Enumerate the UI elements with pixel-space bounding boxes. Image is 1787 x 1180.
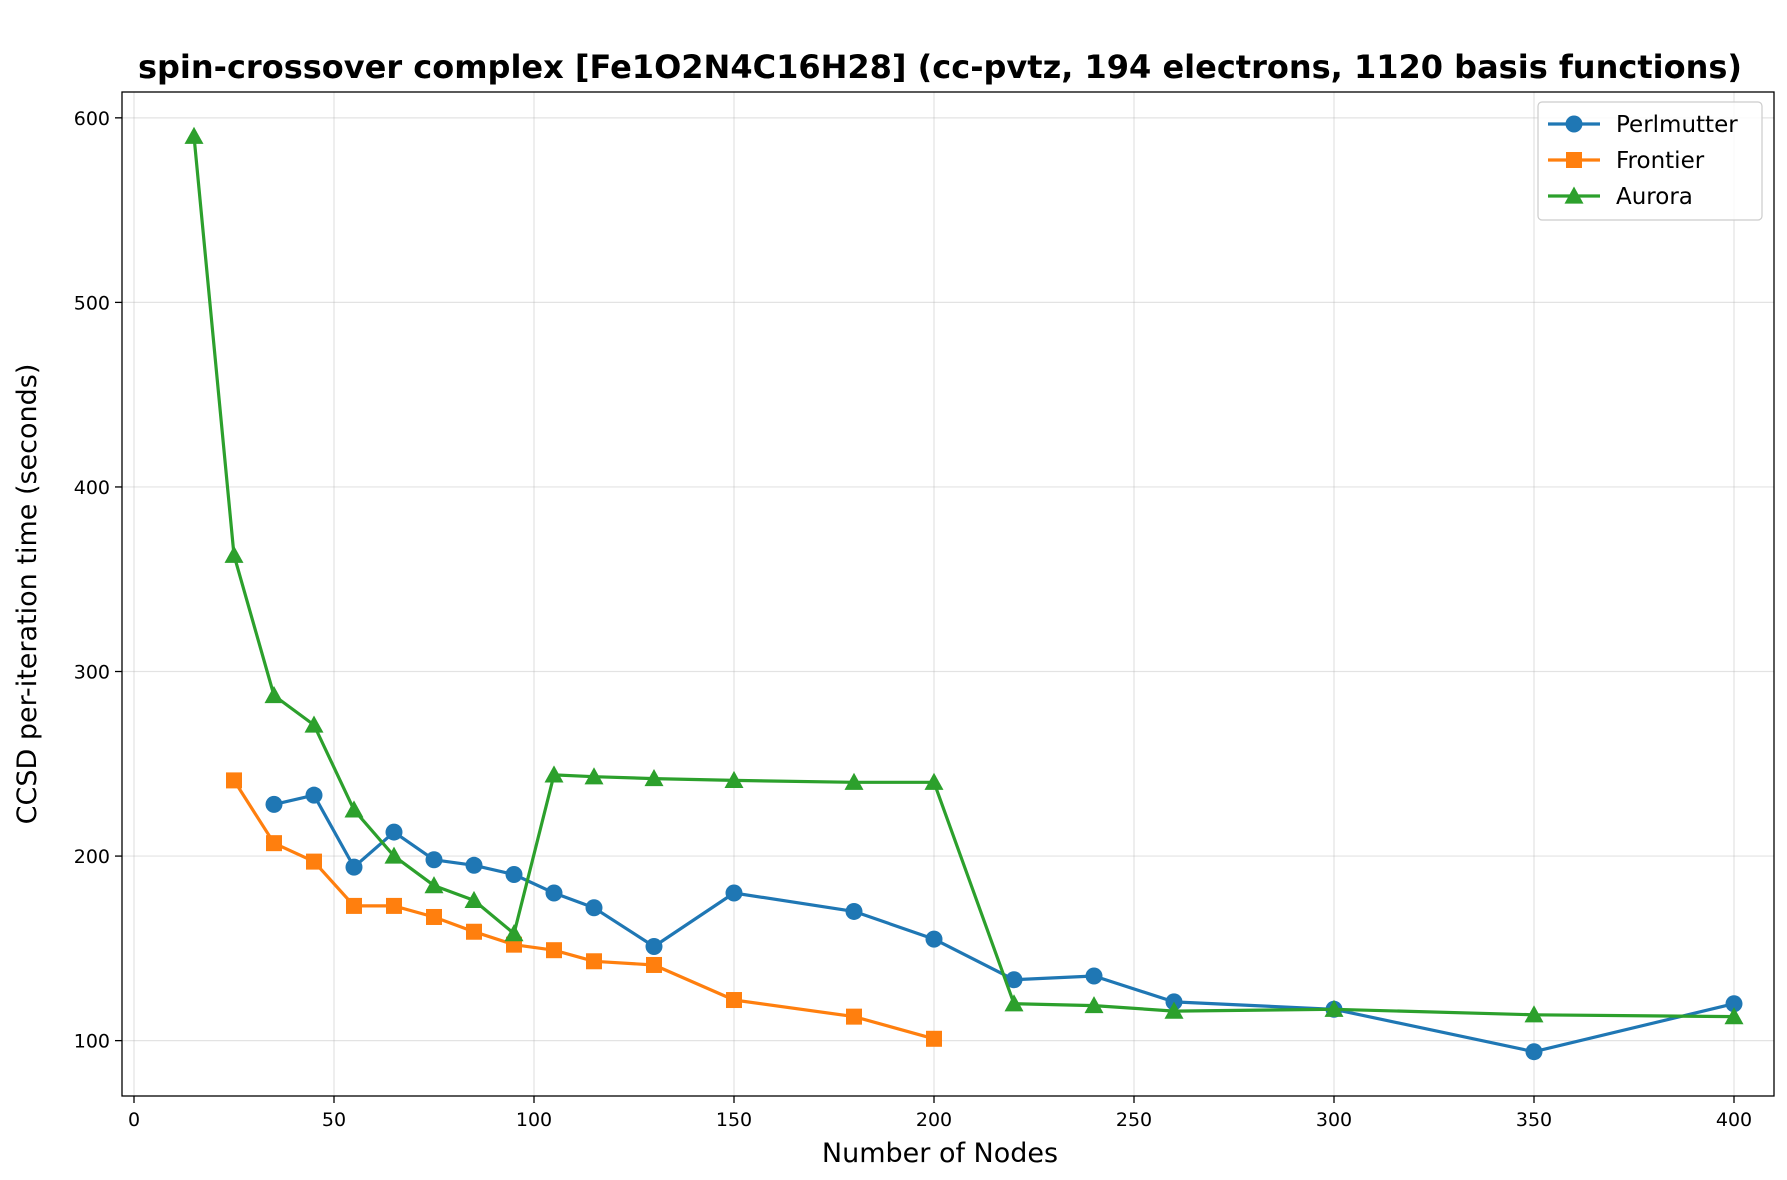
data-point-aurora bbox=[1524, 1005, 1544, 1023]
data-point-perlmutter bbox=[725, 884, 743, 902]
data-point-perlmutter bbox=[305, 786, 323, 804]
data-point-frontier bbox=[266, 835, 282, 852]
data-point-frontier bbox=[846, 1008, 862, 1025]
data-point-frontier bbox=[226, 772, 242, 789]
series-line-aurora bbox=[192, 136, 1735, 1019]
x-tick-label: 200 bbox=[916, 1109, 952, 1131]
data-point-perlmutter bbox=[465, 856, 483, 874]
legend-item-perlmutter: Perlmutter bbox=[1548, 112, 1738, 138]
data-point-perlmutter bbox=[845, 902, 863, 920]
data-point-perlmutter bbox=[265, 795, 283, 813]
series-aurora bbox=[184, 126, 1744, 1025]
legend-label: Perlmutter bbox=[1616, 112, 1738, 138]
x-tick-label: 150 bbox=[716, 1109, 752, 1131]
data-point-perlmutter bbox=[425, 851, 443, 869]
legend-marker-aurora bbox=[1564, 186, 1584, 204]
legend-marker-frontier bbox=[1566, 152, 1582, 168]
data-point-perlmutter bbox=[1725, 995, 1743, 1013]
data-point-aurora bbox=[924, 772, 944, 790]
data-point-aurora bbox=[584, 767, 604, 785]
data-point-aurora bbox=[344, 800, 364, 818]
legend-item-frontier: Frontier bbox=[1548, 148, 1705, 174]
data-point-frontier bbox=[646, 956, 662, 973]
data-point-aurora bbox=[844, 772, 864, 790]
data-point-perlmutter bbox=[385, 823, 403, 841]
data-point-aurora bbox=[724, 770, 744, 789]
data-point-aurora bbox=[1164, 1001, 1184, 1019]
x-tick-label: 350 bbox=[1516, 1109, 1552, 1131]
legend-item-aurora: Aurora bbox=[1548, 184, 1693, 210]
data-point-perlmutter bbox=[645, 938, 663, 956]
data-point-aurora bbox=[184, 126, 204, 144]
data-point-frontier bbox=[466, 923, 482, 940]
data-point-perlmutter bbox=[505, 866, 523, 884]
data-point-aurora bbox=[504, 924, 524, 942]
legend-marker-perlmutter bbox=[1565, 115, 1583, 133]
series-perlmutter bbox=[265, 786, 1743, 1061]
data-point-frontier bbox=[386, 897, 402, 914]
y-tick-label: 500 bbox=[74, 292, 110, 314]
data-point-perlmutter bbox=[345, 858, 363, 876]
plot-frame bbox=[121, 91, 1775, 1097]
data-point-aurora bbox=[224, 545, 244, 563]
chart-title: spin-crossover complex [Fe1O2N4C16H28] (… bbox=[138, 48, 1742, 86]
data-point-frontier bbox=[726, 992, 742, 1009]
data-point-perlmutter bbox=[1005, 971, 1023, 989]
data-point-perlmutter bbox=[1085, 967, 1103, 985]
legend-box bbox=[1537, 101, 1763, 221]
x-tick-label: 250 bbox=[1116, 1109, 1152, 1131]
series-frontier bbox=[226, 772, 942, 1047]
data-point-aurora bbox=[1324, 999, 1344, 1017]
legend-label: Frontier bbox=[1616, 148, 1705, 174]
data-point-frontier bbox=[586, 953, 602, 970]
data-point-perlmutter bbox=[545, 884, 563, 902]
y-axis: 100 200 300 400 500 600 bbox=[74, 108, 122, 1053]
data-point-frontier bbox=[926, 1030, 942, 1047]
legend: Perlmutter Frontier Aurora bbox=[1537, 101, 1763, 221]
data-point-aurora bbox=[264, 686, 284, 704]
data-point-aurora bbox=[1004, 994, 1024, 1012]
y-tick-label: 200 bbox=[74, 846, 110, 868]
y-tick-label: 400 bbox=[74, 477, 110, 499]
data-point-frontier bbox=[546, 942, 562, 959]
series-line-frontier bbox=[232, 779, 935, 1041]
x-tick-label: 50 bbox=[322, 1109, 346, 1131]
y-axis-label: CCSD per-iteration time (seconds) bbox=[12, 364, 43, 825]
data-point-aurora bbox=[424, 876, 444, 894]
x-axis: 0 50 100 150 200 250 300 350 400 bbox=[128, 1096, 1752, 1131]
x-tick-label: 300 bbox=[1316, 1109, 1352, 1131]
data-point-perlmutter bbox=[585, 899, 603, 917]
data-point-aurora bbox=[304, 715, 324, 733]
x-axis-label: Number of Nodes bbox=[822, 1138, 1058, 1169]
series-group bbox=[184, 126, 1744, 1061]
data-point-frontier bbox=[346, 897, 362, 914]
data-point-perlmutter bbox=[1525, 1043, 1543, 1061]
y-tick-label: 600 bbox=[74, 108, 110, 130]
data-point-perlmutter bbox=[925, 930, 943, 948]
data-point-aurora bbox=[1084, 996, 1104, 1014]
data-point-aurora bbox=[384, 846, 404, 864]
data-point-aurora bbox=[644, 769, 664, 787]
y-tick-label: 100 bbox=[74, 1031, 110, 1053]
x-tick-label: 400 bbox=[1716, 1109, 1752, 1131]
data-point-frontier bbox=[306, 853, 322, 870]
x-tick-label: 0 bbox=[128, 1109, 140, 1131]
data-point-aurora bbox=[544, 765, 564, 783]
data-point-aurora bbox=[1724, 1007, 1744, 1025]
legend-label: Aurora bbox=[1616, 184, 1693, 210]
y-tick-label: 300 bbox=[74, 662, 110, 684]
x-tick-label: 100 bbox=[516, 1109, 552, 1131]
data-point-frontier bbox=[426, 908, 442, 925]
data-point-aurora bbox=[464, 890, 484, 908]
